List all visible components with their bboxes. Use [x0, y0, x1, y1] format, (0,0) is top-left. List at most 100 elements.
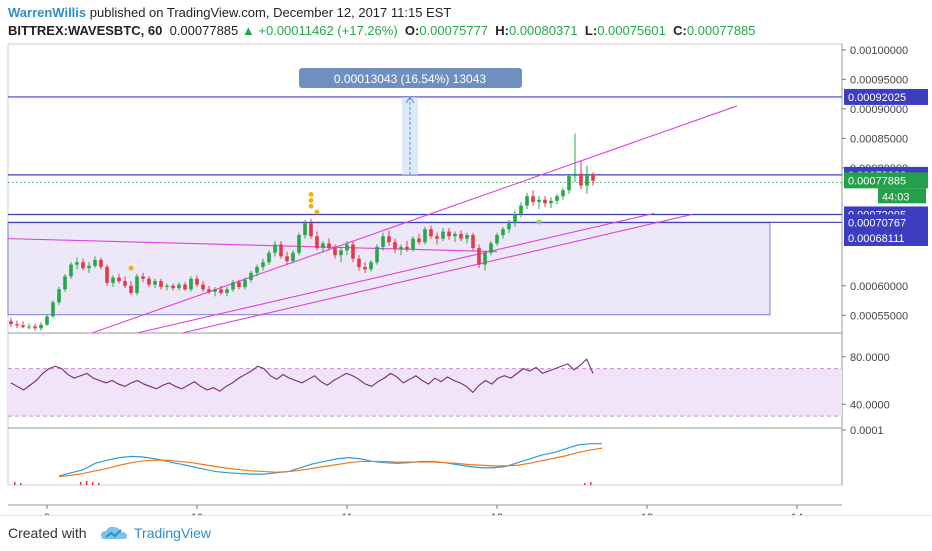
candle-body: [561, 190, 565, 197]
candle-body: [369, 262, 373, 270]
candle-body: [153, 281, 157, 285]
price-chart[interactable]: 0.00013043 (16.54%) 13043 0.00100000 0.000…: [0, 40, 932, 515]
macd-histogram-bar: [14, 482, 16, 485]
last-price: 0.00077885: [169, 23, 239, 38]
measure-label: 0.00013043 (16.54%) 13043: [334, 72, 486, 86]
candle-body: [297, 235, 301, 253]
macd-histogram-bar: [590, 482, 592, 485]
candle-body: [183, 284, 187, 290]
candle-body: [387, 236, 391, 243]
candle-body: [453, 233, 457, 237]
macd-line: [58, 443, 602, 477]
candle-body: [303, 223, 307, 236]
price-label-tag: [844, 214, 928, 231]
time-tick-label: 13: [641, 512, 653, 515]
candle-body: [321, 243, 325, 249]
candle-body: [39, 324, 43, 329]
signal-marker: [128, 265, 134, 271]
price-label-tag: [844, 88, 928, 105]
macd-tick-label: 0.0001: [850, 425, 884, 437]
candle-body: [555, 196, 559, 201]
candle-body: [93, 259, 97, 266]
candle-body: [171, 285, 175, 289]
candle-body: [111, 277, 115, 283]
candle-body: [573, 173, 577, 177]
candle-body: [507, 223, 511, 230]
candle-body: [75, 262, 79, 265]
candle-body: [81, 262, 85, 269]
publish-info: published on TradingView.com, December 1…: [89, 5, 452, 20]
candle-body: [9, 321, 13, 325]
open-label: O:: [404, 23, 420, 38]
candle-body: [345, 244, 349, 251]
time-tick-label: 11: [341, 512, 352, 515]
price-tick-label: 0.00090000: [850, 104, 908, 116]
countdown-text: 44:03: [882, 191, 910, 203]
candle-body: [63, 276, 67, 290]
tradingview-brand[interactable]: TradingView: [134, 525, 212, 541]
candle-body: [543, 199, 547, 204]
candle-body: [201, 284, 205, 290]
candle-body: [537, 199, 541, 203]
candle-body: [483, 252, 487, 265]
candle-body: [129, 285, 133, 293]
candle-body: [261, 262, 265, 267]
candle-body: [579, 173, 583, 186]
signal-marker: [536, 219, 542, 225]
measure-label-bg: [299, 68, 522, 88]
open-value: 0.00075777: [419, 23, 489, 38]
author-link[interactable]: WarrenWillis: [8, 5, 87, 20]
candle-body: [447, 231, 451, 237]
candle-body: [279, 244, 283, 257]
candle-body: [381, 236, 385, 247]
high-label: H:: [495, 23, 509, 38]
candle-body: [45, 316, 49, 325]
candle-body: [225, 289, 229, 293]
macd-histogram-bar: [92, 482, 94, 485]
candle-body: [351, 244, 355, 259]
candle-body: [333, 248, 337, 256]
candle-body: [243, 279, 247, 287]
candle-body: [501, 229, 505, 236]
candle-body: [141, 276, 145, 279]
close-value: 0.00077885: [686, 23, 756, 38]
countdown-tag: [878, 188, 926, 204]
candle-body: [255, 266, 259, 273]
candle-body: [489, 243, 493, 253]
macd-histogram-bar: [98, 483, 100, 485]
time-tick-label: 12: [491, 512, 503, 515]
candle-body: [309, 223, 313, 237]
candle-body: [165, 285, 169, 287]
price-change: +0.00011462 (+17.26%): [258, 23, 398, 38]
candle-body: [567, 176, 571, 191]
measure-range: [402, 97, 418, 175]
candle-body: [441, 231, 445, 239]
candle-body: [267, 252, 271, 263]
candle-body: [411, 238, 415, 250]
price-tick-label: 0.00060000: [850, 281, 908, 293]
candle-body: [471, 235, 475, 249]
low-value: 0.00075601: [597, 23, 666, 38]
trendline: [181, 213, 693, 334]
candle-body: [399, 246, 403, 250]
rsi-tick-label: 80.0000: [850, 352, 890, 364]
candle-body: [291, 252, 295, 262]
candle-body: [477, 248, 481, 265]
candle-body: [435, 236, 439, 239]
candle-body: [27, 326, 31, 328]
price-label-text: 0.00077885: [848, 175, 906, 187]
price-tick-label: 0.00100000: [850, 45, 908, 57]
macd-histogram-bar: [584, 483, 586, 485]
footer: Created with TradingView: [0, 515, 932, 551]
candle-body: [231, 282, 235, 290]
candle-body: [147, 278, 151, 285]
candle-body: [135, 276, 139, 293]
trendline: [7, 238, 498, 253]
rsi-band: [8, 368, 842, 417]
candle-body: [207, 289, 211, 292]
candle-body: [357, 258, 361, 267]
candle-body: [195, 278, 199, 285]
symbol-label: BITTREX:WAVESBTC, 60: [8, 23, 163, 38]
candle-body: [519, 205, 523, 214]
created-with-text: Created with: [8, 525, 87, 541]
